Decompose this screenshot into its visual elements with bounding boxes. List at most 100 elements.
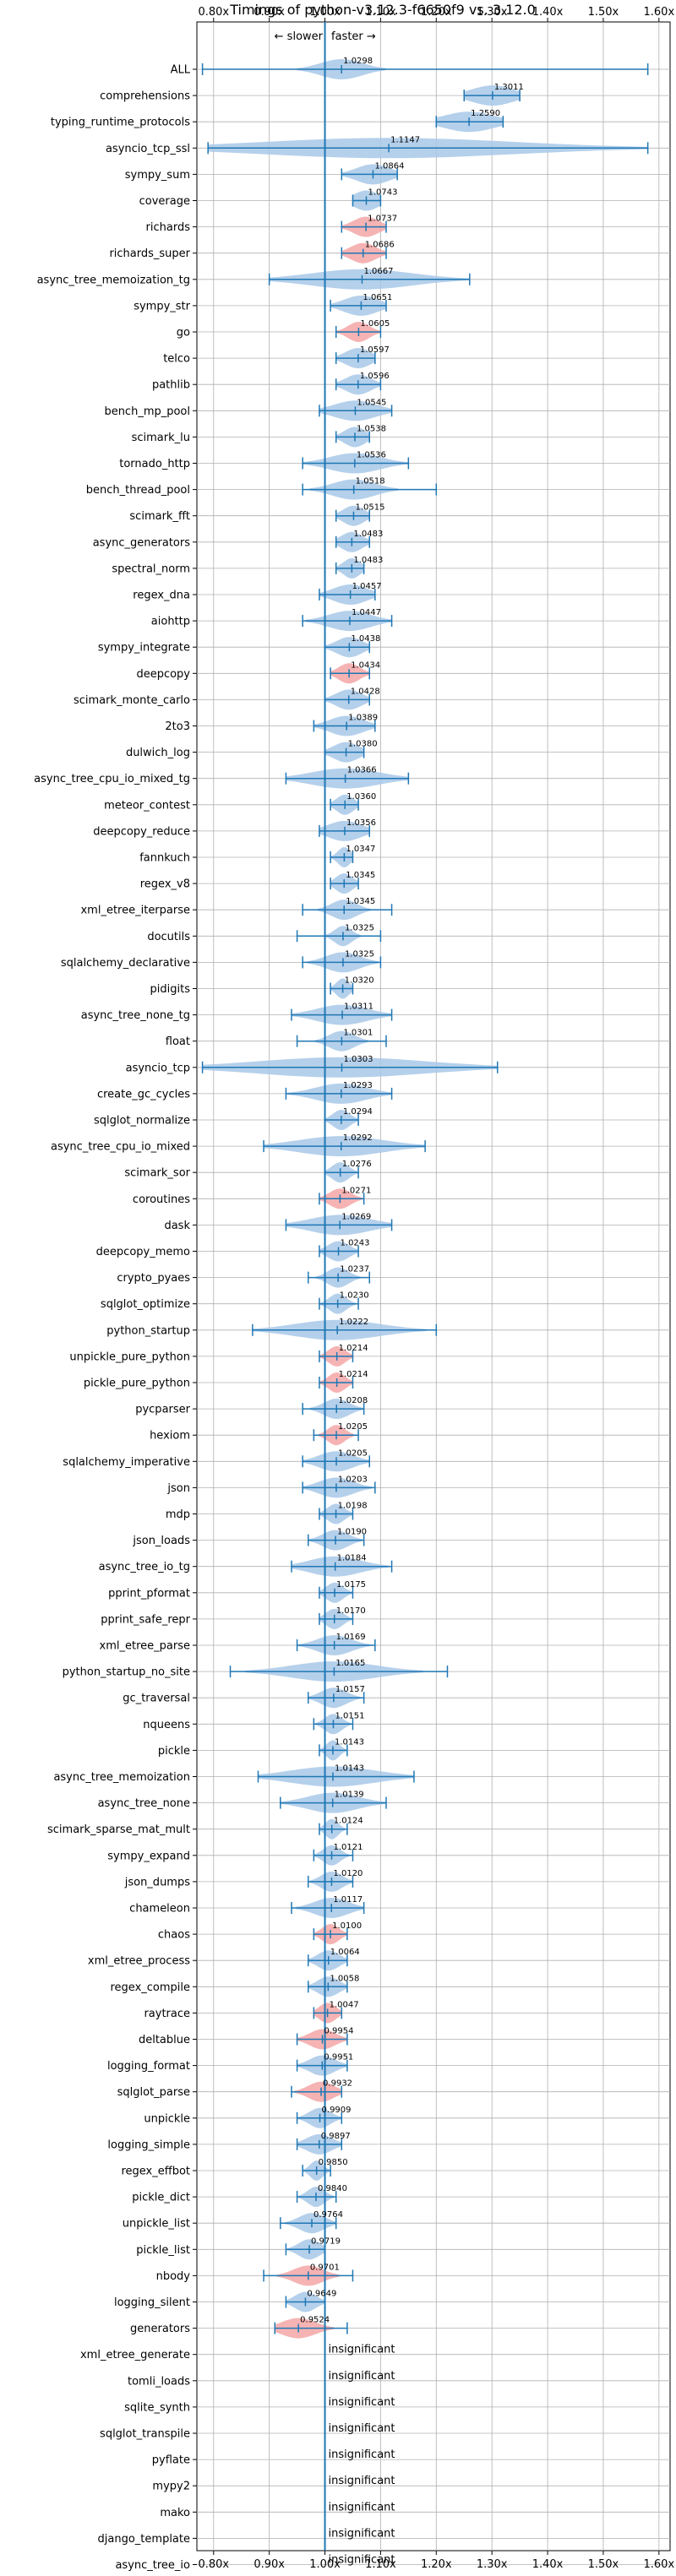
benchmark-name-label: meteor_contest (104, 799, 190, 812)
value-label: 1.0170 (336, 1606, 366, 1616)
benchmark-name-label: typing_runtime_protocols (51, 117, 190, 129)
x-tick-label-top: 1.30x (477, 6, 508, 19)
benchmark-name-label: pathlib (152, 379, 190, 392)
insignificant-label: insignificant (329, 2396, 395, 2409)
benchmark-name-label: unpickle_pure_python (69, 1350, 190, 1363)
benchmark-name-label: tornado_http (119, 458, 190, 470)
value-label: 1.0325 (345, 949, 374, 959)
benchmark-name-label: coroutines (133, 1193, 190, 1206)
value-label: 1.0434 (351, 660, 380, 670)
value-label: 1.2590 (471, 109, 500, 118)
benchmark-name-label: go (177, 327, 190, 340)
benchmark-name-label: asyncio_tcp (126, 1062, 190, 1074)
value-label: 1.0303 (343, 1055, 373, 1064)
value-label: 1.0143 (335, 1737, 364, 1747)
benchmark-name-label: async_tree_memoization (53, 1771, 190, 1784)
value-label: 1.0597 (360, 345, 390, 355)
insignificant-label: insignificant (329, 2344, 395, 2356)
benchmark-name-label: xml_etree_generate (80, 2349, 190, 2361)
value-label: 1.0457 (352, 582, 382, 591)
value-label: 1.0157 (335, 1685, 365, 1694)
benchmark-name-label: unpickle (144, 2112, 190, 2125)
value-label: 1.0294 (343, 1107, 373, 1117)
benchmark-name-label: python_startup_no_site (63, 1666, 190, 1679)
benchmark-name-label: regex_compile (110, 1981, 190, 1994)
insignificant-label: insignificant (329, 2554, 395, 2567)
insignificant-label: insignificant (329, 2475, 395, 2487)
benchmark-name-label: scimark_monte_carlo (74, 694, 190, 707)
benchmark-name-label: sqlalchemy_declarative (61, 957, 190, 970)
x-tick-label-bottom: 0.80x (198, 2558, 229, 2571)
value-label: 1.0366 (347, 766, 377, 775)
benchmark-name-label: nqueens (143, 1719, 190, 1731)
value-label: 1.0214 (339, 1370, 368, 1379)
value-label: 1.0214 (339, 1344, 368, 1353)
benchmark-name-label: json_dumps (124, 1876, 190, 1889)
benchmark-name-label: json_loads (132, 1535, 190, 1547)
benchmark-name-label: regex_effbot (121, 2166, 190, 2178)
benchmark-name-label: deepcopy (136, 668, 190, 681)
benchmark-name-label: sympy_str (134, 300, 190, 312)
value-label: 1.0151 (335, 1711, 364, 1720)
benchmark-name-label: json (166, 1482, 190, 1495)
benchmark-name-label: richards (146, 221, 191, 234)
benchmark-name-label: async_generators (93, 536, 191, 549)
value-label: 0.9897 (321, 2132, 351, 2141)
benchmark-name-label: mako (160, 2507, 190, 2519)
benchmark-name-label: async_tree_none_tg (81, 1009, 190, 1022)
value-label: 1.0175 (336, 1580, 366, 1590)
benchmark-name-label: crypto_pyaes (117, 1272, 190, 1285)
value-label: 1.0271 (341, 1186, 371, 1195)
benchmark-name-label: bench_thread_pool (86, 484, 190, 497)
value-label: 0.9524 (300, 2316, 330, 2325)
benchmark-name-label: sympy_integrate (98, 642, 190, 655)
direction-faster-label: faster → (331, 30, 376, 43)
benchmark-name-label: sympy_expand (107, 1850, 190, 1862)
benchmark-name-label: sqlglot_transpile (100, 2428, 190, 2441)
x-tick-label-bottom: 0.90x (254, 2558, 285, 2571)
x-tick-label-bottom: 1.30x (477, 2558, 508, 2571)
benchmark-name-label: sqlglot_optimize (101, 1298, 190, 1311)
value-label: 1.0120 (333, 1869, 363, 1878)
benchmark-name-label: pycparser (135, 1404, 190, 1416)
benchmark-name-label: async_tree_memoization_tg (37, 274, 190, 286)
benchmark-name-label: pickle_pure_python (84, 1378, 190, 1390)
value-label: 0.9840 (318, 2184, 347, 2193)
benchmark-name-label: 2to3 (165, 720, 190, 733)
benchmark-name-label: pyflate (152, 2454, 190, 2467)
benchmark-name-label: scimark_lu (132, 432, 190, 444)
value-label: 1.0205 (338, 1422, 368, 1432)
value-label: 1.0356 (346, 818, 376, 828)
insignificant-label: insignificant (329, 2501, 395, 2514)
x-tick-label-top: 1.60x (644, 6, 675, 19)
benchmark-labels: ALL 1.0298 comprehensions 1.3011 typing_runt… (34, 57, 524, 2572)
value-label: 1.0596 (360, 372, 390, 381)
value-label: 0.9701 (310, 2263, 340, 2272)
benchmark-name-label: logging_format (107, 2060, 190, 2073)
grid-lines (196, 21, 671, 2565)
benchmark-name-label: bench_mp_pool (104, 405, 190, 418)
benchmark-name-label: telco (163, 353, 190, 366)
x-tick-label-bottom: 1.40x (532, 2558, 564, 2571)
value-label: 1.0345 (346, 871, 375, 880)
x-tick-label-top: 1.10x (365, 6, 396, 19)
value-label: 1.0320 (345, 976, 374, 986)
insignificant-label: insignificant (329, 2527, 395, 2540)
value-label: 1.0538 (357, 424, 386, 433)
x-axis-ticks: 0.80x 0.80x 0.90x 0.90x 1.00x 1.00x 1.10x 1.10x… (193, 6, 674, 2571)
benchmark-name-label: pickle (158, 1745, 190, 1758)
x-tick-label-bottom: 1.20x (421, 2558, 452, 2571)
x-tick-label-top: 0.90x (254, 6, 285, 19)
benchmark-name-label: chameleon (129, 1903, 190, 1916)
value-label: 1.0222 (339, 1318, 368, 1327)
benchmark-name-label: sqlglot_parse (117, 2086, 190, 2099)
insignificant-label: insignificant (329, 2370, 395, 2383)
benchmark-name-label: sympy_sum (125, 169, 190, 182)
direction-slower-label: ← slower (275, 30, 324, 43)
benchmark-name-label: mdp (166, 1508, 190, 1521)
benchmark-name-label: pprint_pformat (108, 1587, 190, 1600)
benchmark-name-label: raytrace (144, 2008, 190, 2020)
value-label: 1.0243 (341, 1239, 370, 1248)
benchmark-name-label: deepcopy_reduce (93, 825, 190, 838)
